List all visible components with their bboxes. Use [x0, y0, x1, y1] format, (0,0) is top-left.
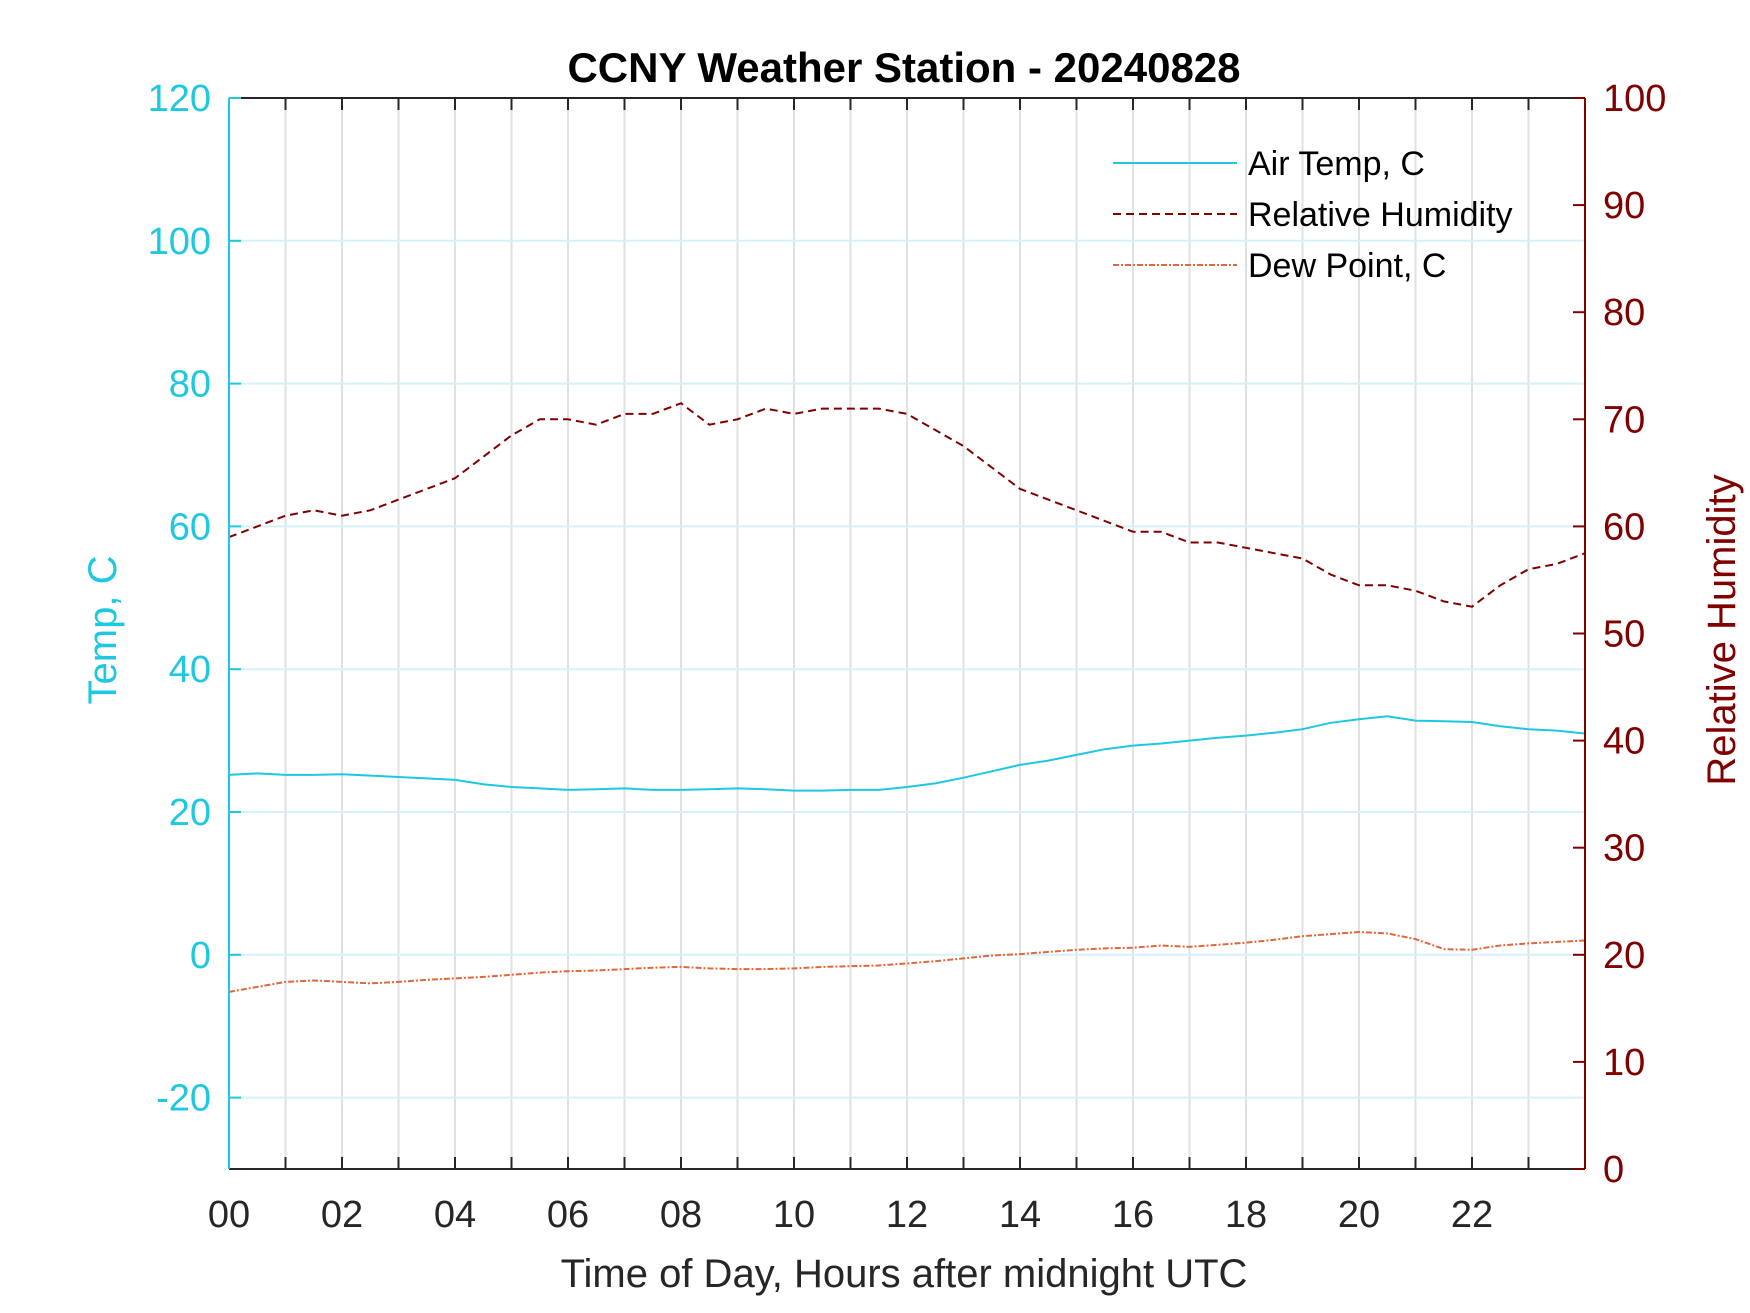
x-tick-label: 16 — [1112, 1194, 1154, 1236]
y-right-tick-label: 100 — [1603, 78, 1666, 120]
y-right-tick-label: 70 — [1603, 399, 1645, 441]
y-right-tick-label: 90 — [1603, 185, 1645, 227]
series-line-2 — [228, 402, 1586, 608]
y-axis-right-label: Relative Humidity — [1700, 474, 1744, 785]
x-tick-label: 20 — [1338, 1194, 1380, 1236]
y-right-tick-label: 0 — [1603, 1149, 1624, 1191]
chart-title: CCNY Weather Station - 20240828 — [567, 44, 1240, 91]
x-tick-label: 22 — [1451, 1194, 1493, 1236]
y-left-tick-label: 120 — [148, 78, 211, 120]
y-left-tick-label: -20 — [156, 1078, 211, 1120]
x-tick-label: 00 — [208, 1194, 250, 1236]
x-tick-label: 08 — [660, 1194, 702, 1236]
series-line-1 — [228, 715, 1586, 792]
y-right-tick-label: 80 — [1603, 292, 1645, 334]
y-right-tick-label: 50 — [1603, 614, 1645, 656]
plot-axes: 00 02 04 06 08 10 12 14 16 18 20 22120100806040200-… — [148, 78, 1667, 1236]
x-tick-label: 14 — [999, 1194, 1041, 1236]
legend-label-2: Relative Humidity — [1248, 196, 1513, 234]
legend-label-3: Dew Point, C — [1248, 247, 1446, 285]
y-left-tick-label: 20 — [169, 792, 211, 834]
legend-label-1: Air Temp, C — [1248, 145, 1425, 183]
y-right-tick-label: 20 — [1603, 935, 1645, 977]
legend: Air Temp, C Relative Humidity Dew Point, C — [1113, 145, 1513, 285]
y-left-tick-label: 40 — [169, 649, 211, 691]
x-tick-label: 10 — [773, 1194, 815, 1236]
y-left-tick-label: 80 — [169, 364, 211, 406]
series-line-3 — [228, 930, 1586, 993]
plot-series — [228, 402, 1586, 993]
y-left-tick-label: 60 — [169, 506, 211, 548]
x-tick-label: 06 — [547, 1194, 589, 1236]
y-left-tick-label: 0 — [190, 935, 211, 977]
x-axis-label: Time of Day, Hours after midnight UTC — [561, 1252, 1248, 1296]
y-left-tick-label: 100 — [148, 221, 211, 263]
y-axis-left-label: Temp, C — [81, 556, 125, 705]
x-tick-label: 02 — [321, 1194, 363, 1236]
x-tick-label: 18 — [1225, 1194, 1267, 1236]
y-right-tick-label: 30 — [1603, 828, 1645, 870]
y-right-tick-label: 40 — [1603, 721, 1645, 763]
y-right-tick-label: 60 — [1603, 506, 1645, 548]
x-tick-label: 12 — [886, 1194, 928, 1236]
grid-lines — [229, 97, 1585, 1169]
y-right-tick-label: 10 — [1603, 1042, 1645, 1084]
x-tick-label: 04 — [434, 1194, 476, 1236]
